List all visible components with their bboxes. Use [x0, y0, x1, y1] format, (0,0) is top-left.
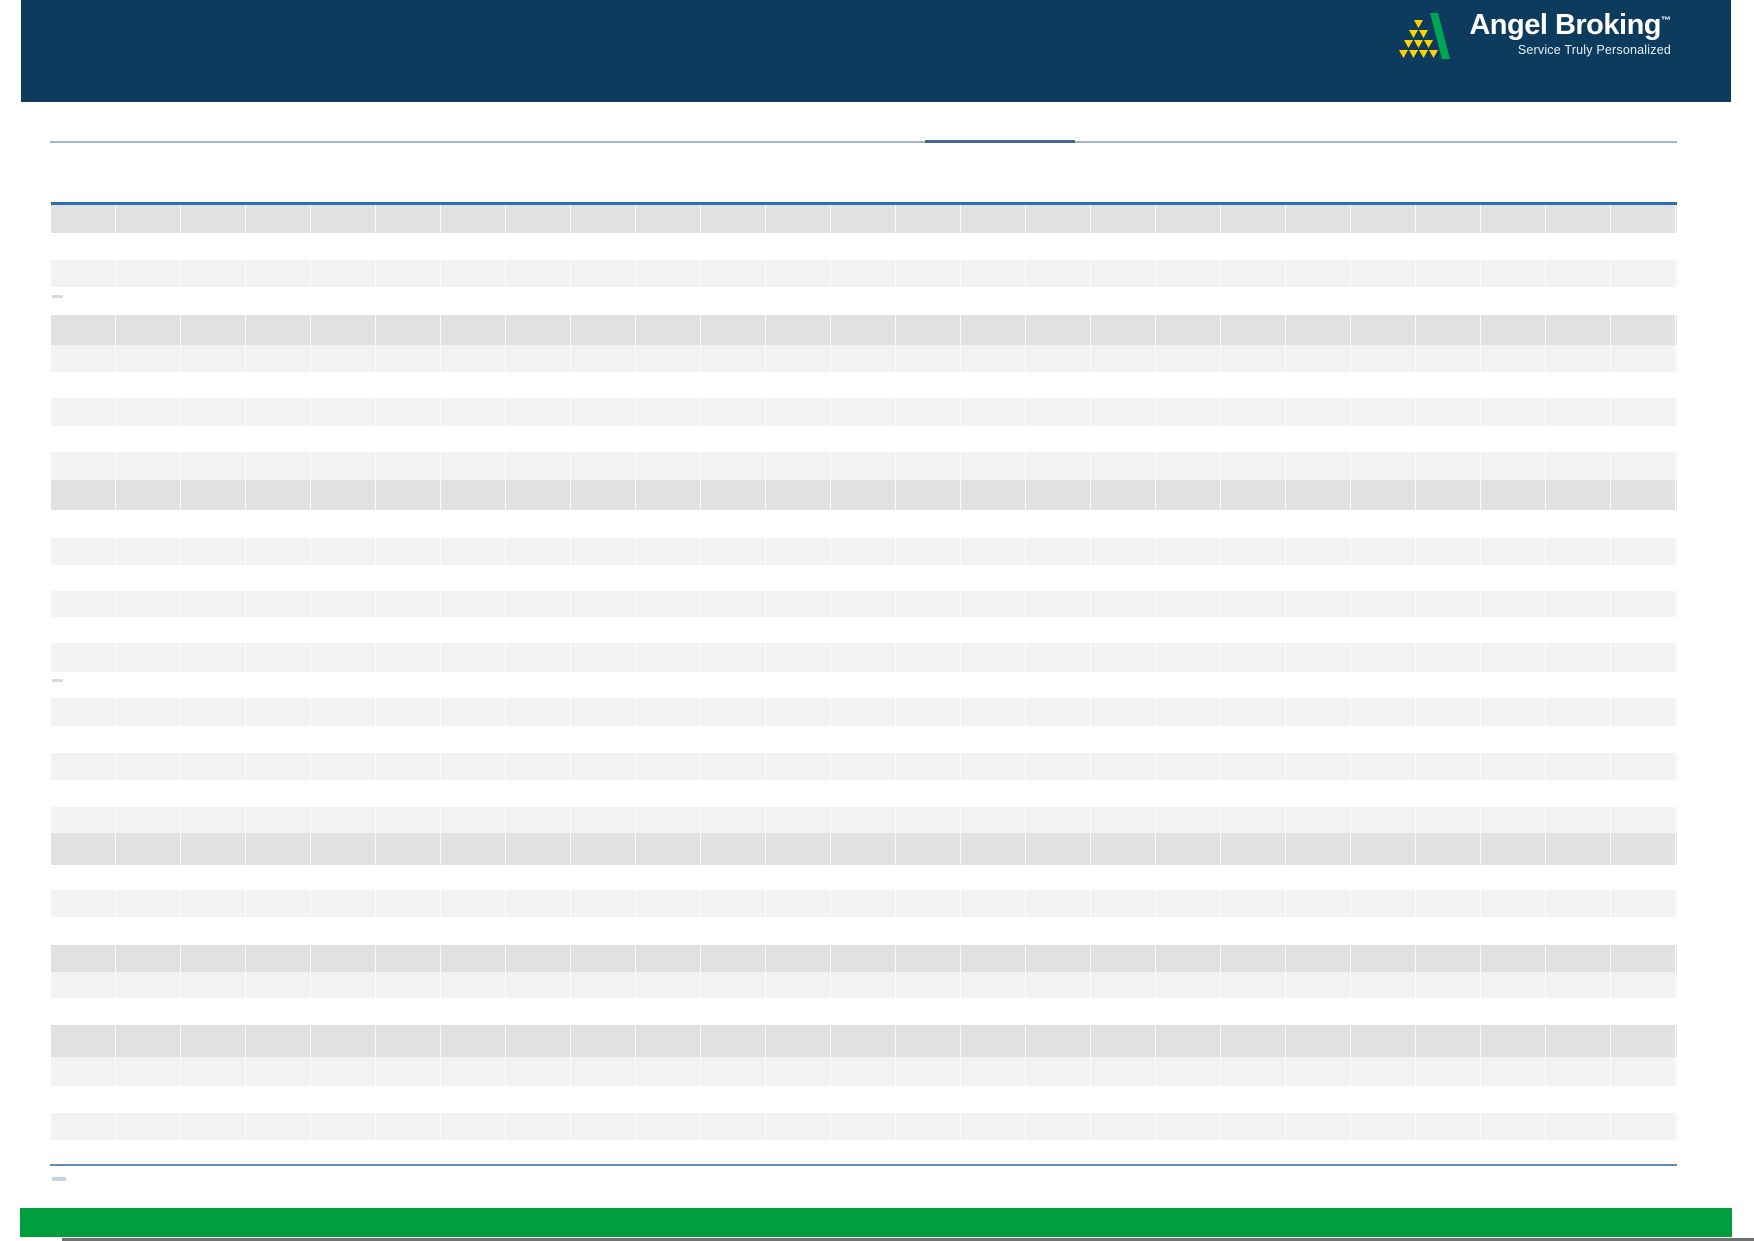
table-row — [51, 345, 1677, 372]
table-row — [51, 1057, 1677, 1086]
table-row — [51, 260, 1677, 287]
table-row — [51, 1025, 1677, 1057]
faint-mark — [52, 1177, 66, 1181]
table-row — [51, 890, 1677, 917]
table-row — [51, 833, 1677, 865]
table-row — [51, 972, 1677, 998]
table-bottom-rule — [50, 1164, 1677, 1166]
table-row — [51, 945, 1677, 972]
masthead-band: Angel Broking™ Service Truly Personalize… — [21, 0, 1731, 102]
brand-tagline: Service Truly Personalized — [1517, 43, 1671, 58]
table-row — [51, 643, 1677, 672]
brand-logo: Angel Broking™ Service Truly Personalize… — [1399, 9, 1671, 90]
brand-trademark: ™ — [1661, 15, 1671, 27]
table-row — [51, 698, 1677, 726]
faint-mark — [52, 295, 63, 298]
brand-text-block: Angel Broking™ Service Truly Personalize… — [1469, 9, 1671, 58]
table-row — [51, 591, 1677, 617]
brand-name: Angel Broking™ — [1469, 9, 1671, 41]
faint-mark — [52, 679, 63, 682]
table-row — [51, 480, 1677, 510]
table-row — [51, 1113, 1677, 1140]
table-row — [51, 807, 1677, 833]
footer-bar — [20, 1208, 1732, 1237]
header-rule-accent-segment — [925, 140, 1075, 143]
table-row — [51, 538, 1677, 565]
table-header-row — [51, 205, 1677, 233]
table-row — [51, 753, 1677, 780]
table-row — [51, 452, 1677, 480]
angel-broking-logo-icon — [1397, 13, 1455, 59]
table-row — [51, 315, 1677, 345]
window-bottom-edge — [62, 1238, 1754, 1241]
table-row — [51, 398, 1677, 426]
header-rule — [50, 141, 1677, 143]
table-top-border — [51, 202, 1677, 205]
